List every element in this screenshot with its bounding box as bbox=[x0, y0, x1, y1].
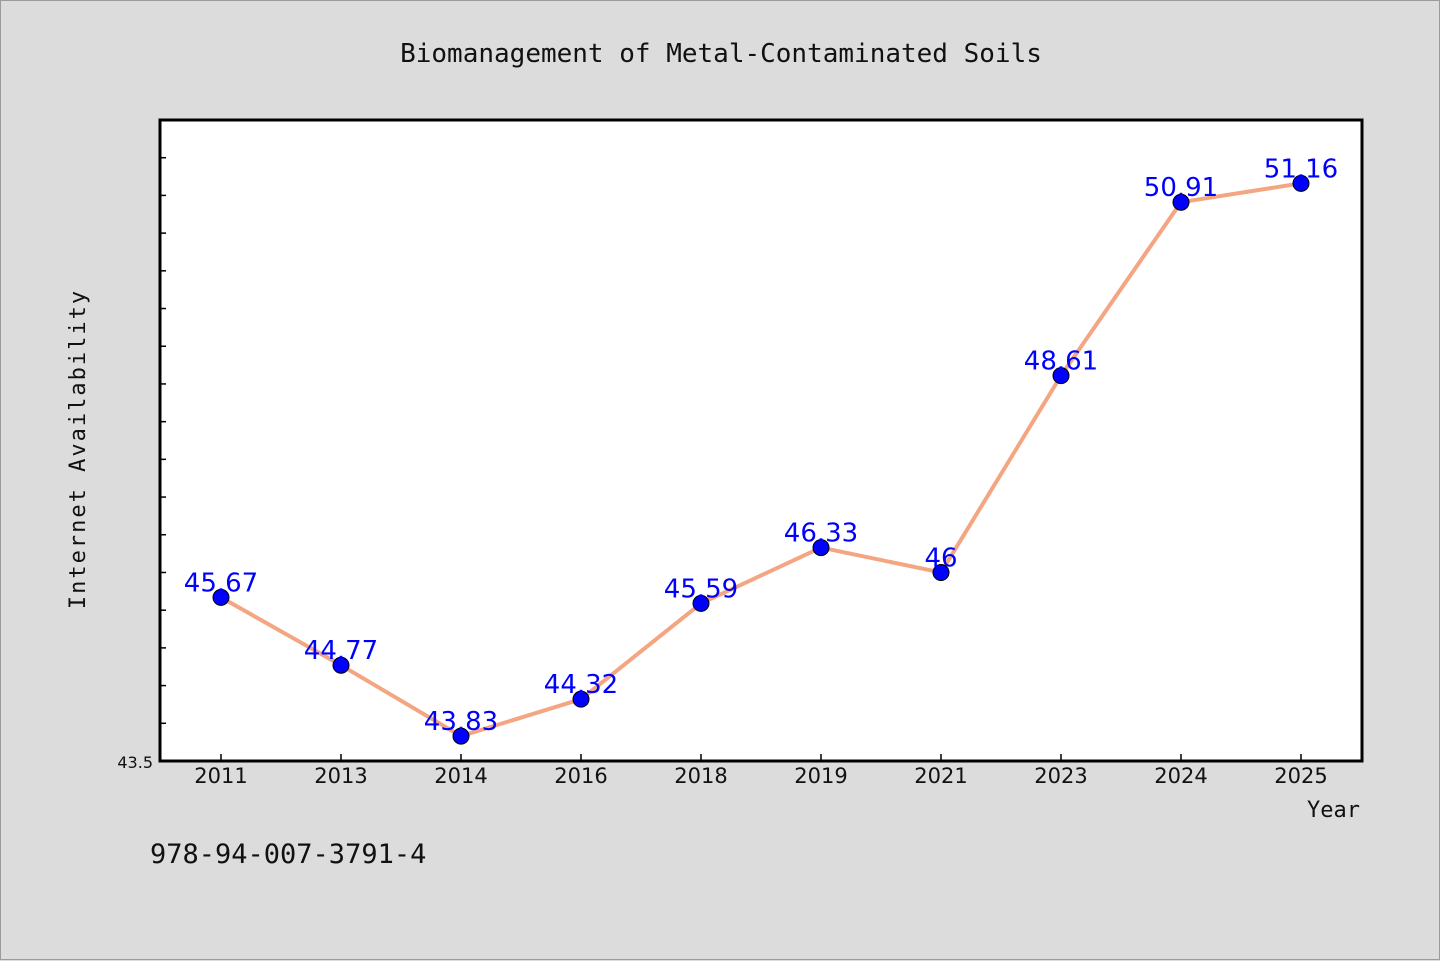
data-point bbox=[572, 690, 590, 708]
x-tick-label: 2013 bbox=[314, 764, 367, 788]
x-tick-label: 2014 bbox=[434, 764, 487, 788]
series-group: 45.67 44.77 43.83 44.32 45.59 46.33 46 48.61 50.… bbox=[184, 154, 1338, 745]
data-label: 50.91 bbox=[1144, 173, 1218, 203]
x-tick-label: 2024 bbox=[1154, 764, 1207, 788]
data-point bbox=[452, 727, 470, 745]
x-tick-label: 2019 bbox=[794, 764, 847, 788]
x-tick-label: 2011 bbox=[194, 764, 247, 788]
data-label: 46 bbox=[924, 543, 957, 573]
data-label: 44.77 bbox=[304, 636, 378, 666]
y-axis-min-label: 43.5 bbox=[117, 753, 153, 772]
chart-title: Biomanagement of Metal-Contaminated Soil… bbox=[400, 39, 1042, 69]
data-point bbox=[212, 588, 230, 606]
data-point bbox=[812, 539, 830, 557]
data-point bbox=[692, 594, 710, 612]
data-point bbox=[1172, 193, 1190, 211]
data-label: 46.33 bbox=[784, 519, 858, 549]
x-tick-label: 2021 bbox=[914, 764, 967, 788]
data-label: 45.59 bbox=[664, 574, 738, 604]
x-tick-label: 2018 bbox=[674, 764, 727, 788]
data-label: 48.61 bbox=[1024, 347, 1098, 377]
x-axis-label: Year bbox=[1307, 798, 1360, 823]
x-axis-ticks bbox=[220, 754, 1302, 761]
y-axis-label: Internet Availability bbox=[66, 289, 91, 609]
y-axis-ticks bbox=[160, 156, 166, 725]
x-tick-label: 2023 bbox=[1034, 764, 1087, 788]
data-label: 51.16 bbox=[1264, 154, 1338, 184]
series-line bbox=[220, 181, 1302, 739]
data-point bbox=[1292, 174, 1310, 192]
x-tick-label: 2025 bbox=[1274, 764, 1327, 788]
isbn-text: 978-94-007-3791-4 bbox=[150, 839, 426, 870]
x-tick-label: 2016 bbox=[554, 764, 607, 788]
data-point bbox=[1052, 367, 1070, 385]
data-label: 43.83 bbox=[424, 707, 498, 737]
data-point bbox=[332, 656, 350, 674]
x-axis-tick-labels: 2011 2013 2014 2016 2018 2019 2021 2023 2024 2025 bbox=[194, 764, 1327, 788]
data-point bbox=[932, 563, 950, 581]
data-label: 45.67 bbox=[184, 568, 258, 598]
data-label: 44.32 bbox=[544, 670, 618, 700]
